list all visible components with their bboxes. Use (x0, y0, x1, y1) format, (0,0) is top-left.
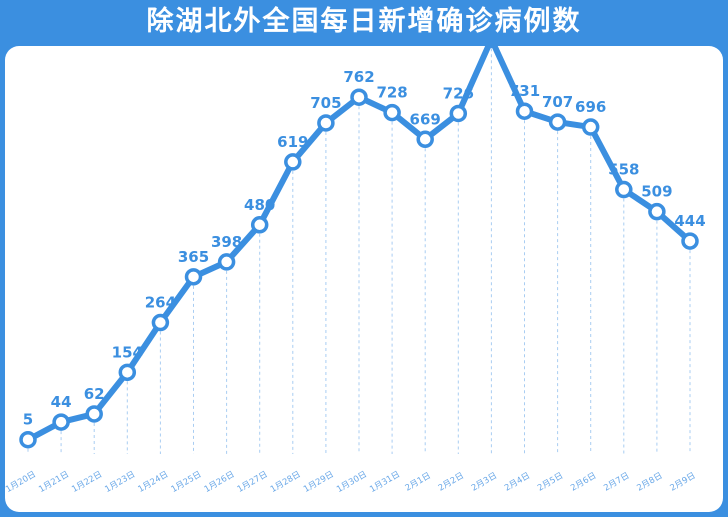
value-label: 480 (244, 196, 275, 214)
x-tick-label: 2月6日 (569, 471, 598, 494)
data-point (52, 413, 70, 431)
data-point (681, 232, 699, 250)
value-label: 264 (145, 294, 176, 312)
value-label: 509 (641, 183, 672, 201)
value-label: 705 (310, 94, 341, 112)
value-label: 5 (23, 411, 33, 429)
data-point (383, 103, 401, 122)
x-tick-label: 2月2日 (437, 471, 466, 494)
data-point (19, 430, 37, 449)
vertical-guides (27, 48, 691, 454)
value-label: 669 (410, 110, 441, 128)
chart-title: 除湖北外全国每日新增确诊病例数 (146, 6, 582, 37)
x-tick-label: 1月20日 (5, 470, 38, 495)
value-label: 62 (84, 385, 105, 403)
data-point (85, 405, 103, 423)
value-label: 696 (575, 98, 606, 116)
x-tick-label: 2月7日 (602, 471, 631, 494)
x-tick-label: 1月24日 (137, 470, 171, 495)
value-label: 44 (51, 393, 72, 411)
data-point (648, 202, 666, 221)
data-point (151, 313, 170, 332)
x-tick-label: 2月9日 (668, 471, 697, 494)
value-label: 398 (211, 233, 242, 251)
x-tick-label: 1月21日 (37, 470, 71, 495)
x-tick-label: 1月22日 (70, 470, 104, 495)
line-chart: 5446215426436539848061970576272866972689… (5, 46, 706, 495)
data-point (548, 113, 567, 131)
data-point (350, 88, 368, 106)
value-label: 707 (542, 93, 573, 111)
x-tick-label: 1月26日 (203, 470, 237, 495)
x-tick-label: 2月1日 (404, 471, 433, 494)
x-tick-label: 2月4日 (503, 471, 532, 494)
data-point (217, 253, 236, 271)
x-tick-label: 1月29日 (302, 470, 336, 495)
data-point (515, 102, 534, 120)
data-point (581, 118, 600, 136)
value-label: 728 (376, 84, 407, 102)
x-tick-label: 1月27日 (236, 470, 270, 495)
value-label: 731 (509, 82, 540, 100)
data-point (317, 114, 335, 132)
data-point (284, 153, 302, 171)
data-points (19, 46, 699, 449)
value-label: 726 (443, 84, 474, 102)
data-point (118, 363, 137, 382)
value-label: 444 (674, 212, 705, 230)
x-tick-label: 2月3日 (470, 471, 499, 494)
value-labels: 5446215426436539848061970576272866972689… (23, 68, 706, 429)
x-tick-label: 1月25日 (170, 470, 204, 495)
x-tick-label: 2月5日 (536, 471, 565, 494)
value-label: 365 (178, 248, 209, 266)
x-tick-label: 1月30日 (335, 470, 369, 495)
value-label: 558 (608, 161, 639, 179)
x-tick-label: 1月23日 (103, 470, 137, 495)
value-label: 154 (112, 343, 143, 361)
chart-panel: 5446215426436539848061970576272866972689… (5, 46, 723, 512)
data-point (184, 268, 203, 286)
data-point (250, 216, 269, 234)
x-tick-label: 1月31日 (368, 470, 402, 495)
x-tick-labels: 1月20日 1月21日 1月22日 1月23日 1月24日 1月25日 1月26日 1月27日… (5, 470, 698, 495)
x-tick-label: 1月28日 (269, 470, 303, 495)
value-label: 619 (277, 133, 308, 151)
x-tick-label: 2月8日 (635, 471, 664, 494)
data-point (615, 180, 633, 199)
data-point (449, 104, 468, 123)
value-label: 762 (343, 68, 374, 86)
data-point (416, 130, 434, 149)
